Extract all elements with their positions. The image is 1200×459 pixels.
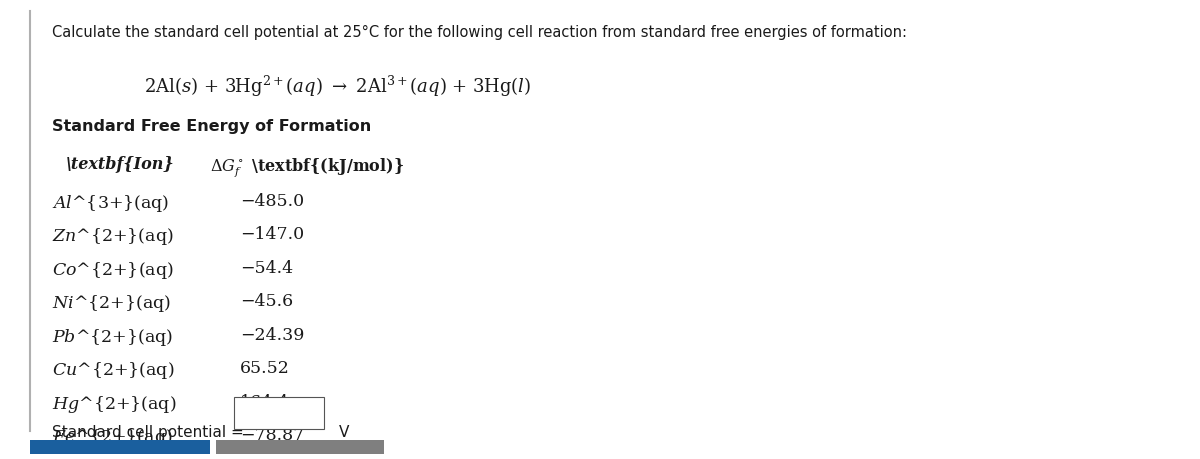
Text: $Hg$^{2+}$($aq$)$: $Hg$^{2+}$($aq$)$	[52, 394, 176, 415]
Text: $Co$^{2+}$($aq$)$: $Co$^{2+}$($aq$)$	[52, 260, 173, 281]
Text: $Pb$^{2+}$($aq$)$: $Pb$^{2+}$($aq$)$	[52, 327, 173, 348]
Text: 164.4: 164.4	[240, 394, 289, 411]
Text: −78.87: −78.87	[240, 427, 305, 444]
Text: −24.39: −24.39	[240, 327, 305, 344]
FancyBboxPatch shape	[234, 397, 324, 429]
Text: 2Al($s$) + 3Hg$^{2+}$($aq$) $\rightarrow$ 2Al$^{3+}$($aq$) + 3Hg($l$): 2Al($s$) + 3Hg$^{2+}$($aq$) $\rightarrow…	[144, 73, 532, 99]
Text: Calculate the standard cell potential at 25°C for the following cell reaction fr: Calculate the standard cell potential at…	[52, 25, 907, 40]
Text: $Zn$^{2+}$($aq$)$: $Zn$^{2+}$($aq$)$	[52, 226, 173, 247]
Text: \textbf{Ion}: \textbf{Ion}	[66, 156, 175, 173]
Text: −147.0: −147.0	[240, 226, 304, 243]
Text: $Al$^{3+}$($aq$)$: $Al$^{3+}$($aq$)$	[52, 193, 169, 214]
Text: $\Delta G^\circ_f$ \textbf{(kJ/mol)}: $\Delta G^\circ_f$ \textbf{(kJ/mol)}	[210, 156, 404, 179]
Text: $Fe$^{2+}$($aq$)$: $Fe$^{2+}$($aq$)$	[52, 427, 172, 448]
Text: −45.6: −45.6	[240, 293, 293, 310]
Text: Standard cell potential =: Standard cell potential =	[52, 425, 244, 440]
Text: 65.52: 65.52	[240, 360, 290, 377]
Text: −485.0: −485.0	[240, 193, 304, 210]
Text: $Ni$^{2+}$($aq$)$: $Ni$^{2+}$($aq$)$	[52, 293, 170, 314]
Text: V: V	[338, 425, 349, 440]
Text: Standard Free Energy of Formation: Standard Free Energy of Formation	[52, 119, 371, 134]
Text: −54.4: −54.4	[240, 260, 293, 277]
Text: $Cu$^{2+}$($aq$)$: $Cu$^{2+}$($aq$)$	[52, 360, 174, 381]
